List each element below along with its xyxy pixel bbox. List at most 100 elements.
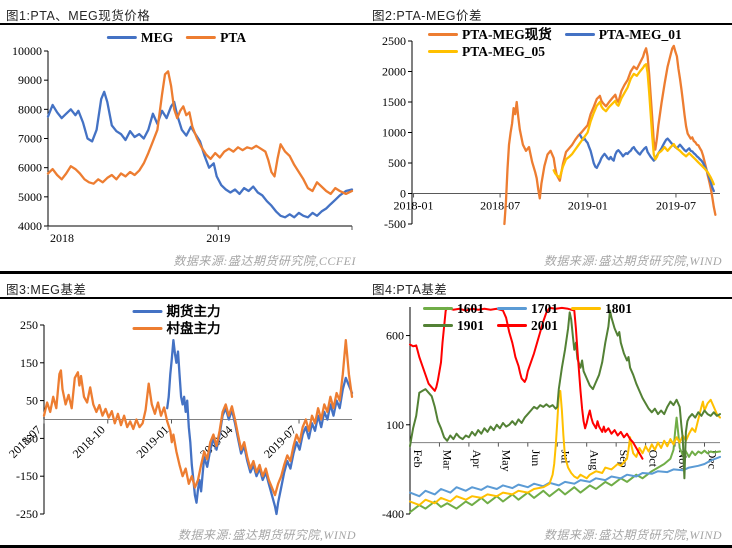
chart3-legend: 期货主力 村盘主力 bbox=[92, 303, 275, 337]
svg-text:May: May bbox=[499, 450, 513, 472]
chart3-caption: 数据来源:盛达期货研究院,WIND bbox=[177, 528, 356, 542]
legend-label: 期货主力 bbox=[166, 304, 221, 319]
legend-swatch bbox=[132, 309, 163, 314]
chart2-plot: 2500 2000 1500 1000 500 0 -500 2018-01 2018-07 20… bbox=[382, 34, 720, 231]
svg-text:7000: 7000 bbox=[18, 132, 42, 146]
legend-swatch bbox=[428, 49, 458, 54]
chart4-title-row: 图4:PTA基差 bbox=[366, 274, 732, 299]
svg-text:9000: 9000 bbox=[18, 73, 42, 87]
chart2-title: 图2:PTA-MEG价差 bbox=[372, 9, 482, 23]
chart2-title-row: 图2:PTA-MEG价差 bbox=[366, 0, 732, 25]
svg-text:600: 600 bbox=[386, 329, 404, 343]
svg-text:Aug: Aug bbox=[588, 450, 602, 471]
svg-text:-50: -50 bbox=[22, 431, 38, 445]
chart1-title-row: 图1:PTA、MEG现货价格 bbox=[0, 0, 366, 25]
chart1-plot: 10000 9000 8000 7000 6000 5000 4000 2018 2019 bbox=[12, 44, 354, 245]
chart1-legend: MEG PTA bbox=[106, 29, 259, 46]
legend-label: PTA-MEG现货 bbox=[462, 27, 552, 42]
chart3-title-row: 图3:MEG基差 bbox=[0, 274, 366, 299]
legend-item-PTA-MEG现货: PTA-MEG现货 bbox=[428, 26, 552, 43]
legend-label: 2001 bbox=[531, 318, 558, 333]
legend-item-期货主力: 期货主力 bbox=[132, 303, 221, 320]
legend-swatch bbox=[497, 306, 527, 311]
legend-swatch bbox=[132, 326, 163, 331]
svg-text:-250: -250 bbox=[16, 507, 38, 521]
svg-text:2018-01: 2018-01 bbox=[394, 199, 434, 213]
chart1-caption: 数据来源:盛达期货研究院,CCFEI bbox=[173, 254, 356, 268]
legend-swatch bbox=[428, 32, 458, 37]
legend-swatch bbox=[497, 323, 527, 328]
legend-label: 1601 bbox=[457, 301, 484, 316]
svg-text:100: 100 bbox=[386, 418, 404, 432]
svg-text:-400: -400 bbox=[382, 507, 404, 521]
chart1-area: MEG PTA 10000 9000 8000 7000 6000 5000 4000 2018… bbox=[0, 25, 366, 252]
legend-item-PTA-MEG_05: PTA-MEG_05 bbox=[428, 43, 545, 60]
svg-text:4000: 4000 bbox=[18, 219, 42, 233]
legend-label: 1801 bbox=[605, 301, 632, 316]
legend-item-1901: 1901 bbox=[423, 317, 484, 334]
chart2-caption: 数据来源:盛达期货研究院,WIND bbox=[543, 254, 722, 268]
chart4-title: 图4:PTA基差 bbox=[372, 283, 448, 297]
svg-text:150: 150 bbox=[20, 356, 38, 370]
svg-text:0: 0 bbox=[400, 187, 406, 201]
svg-text:2000: 2000 bbox=[382, 65, 406, 79]
svg-text:1000: 1000 bbox=[382, 126, 406, 140]
legend-label: MEG bbox=[140, 30, 174, 45]
svg-text:6000: 6000 bbox=[18, 161, 42, 175]
chart2-legend: PTA-MEG现货 PTA-MEG_01 PTA-MEG_05 bbox=[428, 26, 732, 60]
legend-item-1801: 1801 bbox=[571, 300, 632, 317]
svg-text:2019-01: 2019-01 bbox=[568, 199, 608, 213]
svg-text:Oct: Oct bbox=[647, 450, 661, 468]
chart2-area: PTA-MEG现货 PTA-MEG_01 PTA-MEG_05 2500 2000 15… bbox=[366, 25, 732, 252]
legend-label: PTA bbox=[220, 30, 247, 45]
svg-text:5000: 5000 bbox=[18, 190, 42, 204]
legend-label: 1901 bbox=[457, 318, 484, 333]
svg-text:-500: -500 bbox=[384, 217, 406, 231]
panel-chart3: 图3:MEG基差 期货主力 村盘主力 250 150 50 -50 -150 -250 201… bbox=[0, 274, 366, 548]
legend-label: PTA-MEG_01 bbox=[598, 27, 682, 42]
svg-text:500: 500 bbox=[388, 156, 406, 170]
chart3-plot: 250 150 50 -50 -150 -250 2018-07 2018-10 2019-01… bbox=[6, 318, 354, 521]
svg-text:50: 50 bbox=[26, 394, 38, 408]
chart4-area: 1601 1701 1801 1901 2001 600 100 -400 Feb Mar Apr… bbox=[366, 299, 732, 526]
svg-text:1500: 1500 bbox=[382, 95, 406, 109]
legend-label: 1701 bbox=[531, 301, 558, 316]
svg-text:2018-07: 2018-07 bbox=[6, 423, 44, 461]
legend-label: PTA-MEG_05 bbox=[462, 44, 545, 59]
legend-swatch bbox=[571, 306, 601, 311]
chart4-legend: 1601 1701 1801 1901 2001 bbox=[423, 300, 675, 334]
svg-text:Jun: Jun bbox=[529, 450, 543, 467]
svg-text:2019-07: 2019-07 bbox=[656, 199, 696, 213]
legend-item-MEG: MEG bbox=[106, 29, 174, 46]
panel-chart4: 图4:PTA基差 1601 1701 1801 1901 2001 600 100 -400… bbox=[366, 274, 732, 548]
chart4-caption: 数据来源:盛达期货研究院,WIND bbox=[543, 528, 722, 542]
svg-text:2019-01: 2019-01 bbox=[133, 423, 171, 461]
legend-item-村盘主力: 村盘主力 bbox=[132, 320, 221, 337]
svg-text:-150: -150 bbox=[16, 469, 38, 483]
svg-text:2500: 2500 bbox=[382, 34, 406, 48]
legend-item-PTA-MEG_01: PTA-MEG_01 bbox=[564, 26, 682, 43]
svg-text:Apr: Apr bbox=[470, 450, 484, 469]
legend-item-1701: 1701 bbox=[497, 300, 558, 317]
svg-text:8000: 8000 bbox=[18, 102, 42, 116]
svg-text:2018: 2018 bbox=[50, 231, 74, 245]
legend-swatch bbox=[564, 32, 595, 37]
svg-text:Mar: Mar bbox=[440, 450, 454, 470]
svg-text:10000: 10000 bbox=[12, 44, 42, 58]
svg-text:250: 250 bbox=[20, 318, 38, 332]
panel-chart2: 图2:PTA-MEG价差 PTA-MEG现货 PTA-MEG_01 PTA-MEG_… bbox=[366, 0, 732, 274]
svg-text:2018-07: 2018-07 bbox=[480, 199, 520, 213]
svg-text:2018-10: 2018-10 bbox=[70, 423, 108, 461]
svg-text:Feb: Feb bbox=[411, 450, 425, 468]
legend-swatch bbox=[106, 35, 137, 40]
legend-item-2001: 2001 bbox=[497, 317, 558, 334]
panel-chart1: 图1:PTA、MEG现货价格 MEG PTA 10000 9000 8000 7000 6… bbox=[0, 0, 366, 274]
legend-swatch bbox=[423, 306, 453, 311]
chart3-area: 期货主力 村盘主力 250 150 50 -50 -150 -250 2018-07 2018-… bbox=[0, 299, 366, 526]
legend-item-1601: 1601 bbox=[423, 300, 484, 317]
legend-swatch bbox=[423, 323, 453, 328]
chart3-title: 图3:MEG基差 bbox=[6, 283, 87, 297]
chart1-title: 图1:PTA、MEG现货价格 bbox=[6, 9, 151, 23]
